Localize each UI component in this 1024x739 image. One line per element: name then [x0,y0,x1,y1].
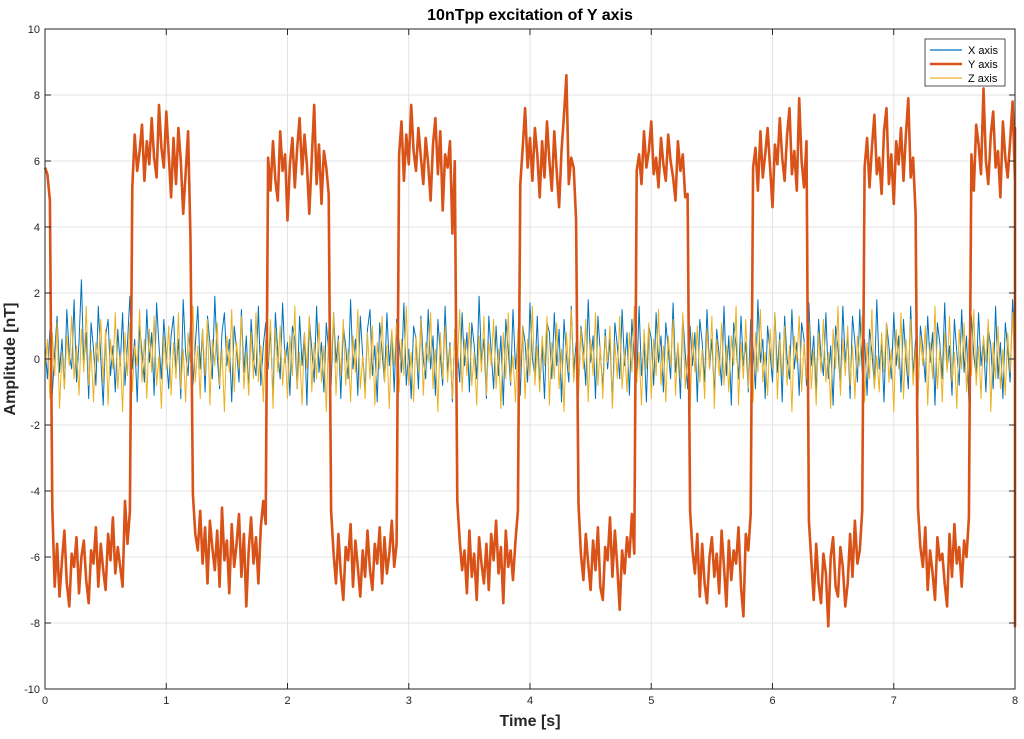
x-tick-label: 6 [769,695,775,707]
x-tick-label: 8 [1012,695,1018,707]
x-tick-label: 7 [891,695,897,707]
y-tick-label: -6 [30,552,40,564]
y-tick-label: 6 [34,156,40,168]
y-tick-label: -10 [24,684,40,696]
x-tick-label: 3 [406,695,412,707]
y-tick-label: 8 [34,90,40,102]
y-tick-label: -4 [30,486,40,498]
x-tick-label: 5 [648,695,654,707]
legend-label: Y axis [968,59,998,71]
y-axis-title: Amplitude [nT] [2,303,19,416]
y-tick-label: 4 [34,222,40,234]
legend-label: X axis [968,45,998,57]
y-tick-label: -8 [30,618,40,630]
x-tick-label: 2 [284,695,290,707]
legend: X axis Y axis Z axis [924,38,1006,87]
series-line-y-axis [43,73,1017,628]
series-lines [43,73,1017,628]
x-axis-title: Time [s] [499,713,560,730]
series-line-x-axis [44,279,1016,406]
x-tick-label: 0 [42,695,48,707]
chart-title: 10nTpp excitation of Y axis [427,7,633,24]
y-tick-label: 0 [34,354,40,366]
axis-ticks: 0 1 2 3 4 5 6 7 8 -10 -8 -6 -4 -2 0 2 4 6 8 10 [24,24,1018,707]
x-tick-label: 1 [163,695,169,707]
y-tick-label: 2 [34,288,40,300]
legend-label: Z axis [968,73,998,85]
series-line-z-axis [44,305,1016,413]
x-tick-label: 4 [527,695,533,707]
y-tick-label: 10 [28,24,40,36]
y-tick-label: -2 [30,420,40,432]
